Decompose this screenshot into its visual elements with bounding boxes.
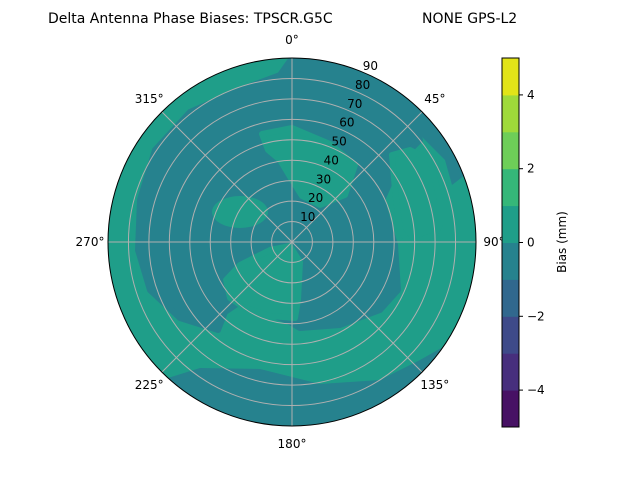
angular-tick-label: 90°	[483, 235, 504, 249]
colorbar-tick-label: 2	[527, 162, 535, 176]
colorbar-band	[502, 205, 519, 243]
grid-spoke	[161, 241, 293, 373]
angular-tick-label: 315°	[135, 92, 164, 106]
radial-tick-label: 60	[339, 116, 354, 130]
polar-frame	[107, 57, 477, 427]
angular-tick-label: 0°	[285, 33, 299, 47]
radial-tick-label: 70	[347, 97, 362, 111]
grid-spoke	[291, 241, 423, 373]
colorbar-label: Bias (mm)	[555, 211, 569, 273]
grid-spoke	[161, 111, 293, 243]
colorbar-band	[502, 94, 519, 133]
grid-spoke	[291, 111, 423, 243]
colorbar	[502, 58, 519, 428]
colorbar-band	[502, 168, 519, 207]
chart-title: Delta Antenna Phase Biases: TPSCR.G5C	[48, 11, 333, 27]
contour-band-0-to-1	[389, 147, 443, 247]
radial-tick-label: 30	[316, 172, 331, 186]
angular-tick-label: 180°	[278, 437, 307, 451]
angular-tick-label: 135°	[420, 378, 449, 392]
radial-tick-label: 80	[355, 78, 370, 92]
contour-band-0-to-1	[223, 243, 303, 321]
radial-tick-label: 90	[363, 59, 378, 73]
angular-tick-label: 270°	[76, 235, 105, 249]
colorbar-band	[502, 279, 519, 317]
colorbar-tick-label: 0	[527, 236, 535, 250]
colorbar-band	[502, 353, 519, 391]
colorbar-band	[502, 390, 519, 428]
radial-tick-label: 40	[324, 153, 339, 167]
colorbar-band	[502, 316, 519, 354]
contour-band-0-to-1	[212, 196, 268, 228]
contour-band-0-to-1	[259, 125, 358, 208]
colorbar-tick-label: 4	[527, 88, 535, 102]
radial-tick-label: 20	[308, 191, 323, 205]
radial-tick-label: 10	[300, 210, 315, 224]
radial-tick-label: 50	[331, 135, 346, 149]
chart-title-suffix: NONE GPS-L2	[422, 11, 517, 27]
angular-tick-label: 45°	[424, 92, 445, 106]
angular-tick-label: 225°	[135, 378, 164, 392]
polar-grid	[108, 58, 476, 426]
colorbar-tick-label: −4	[527, 383, 545, 397]
contour-band-neg1-to-0	[400, 92, 465, 185]
colorbar-band	[502, 131, 519, 170]
colorbar-band	[502, 58, 519, 96]
colorbar-band	[502, 242, 519, 280]
colorbar-tick-label: −2	[527, 309, 545, 323]
